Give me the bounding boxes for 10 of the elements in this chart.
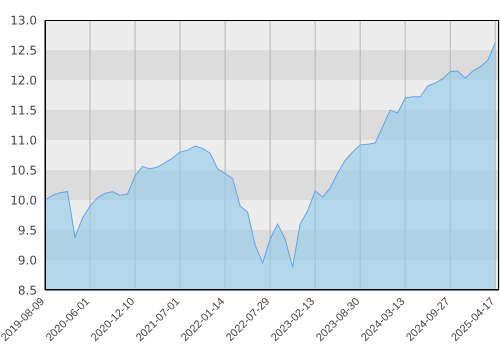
y-tick-label: 11.5 — [10, 103, 37, 118]
y-tick-label: 10.0 — [10, 193, 37, 208]
y-tick-label: 8.5 — [18, 283, 37, 298]
y-tick-label: 9.5 — [18, 223, 37, 238]
y-tick-label: 12.0 — [10, 73, 37, 88]
y-tick-label: 13.0 — [10, 13, 37, 28]
y-tick-label: 12.5 — [10, 43, 37, 58]
y-tick-label: 9.0 — [18, 253, 37, 268]
y-tick-label: 10.5 — [10, 163, 37, 178]
y-tick-label: 11.0 — [10, 133, 37, 148]
